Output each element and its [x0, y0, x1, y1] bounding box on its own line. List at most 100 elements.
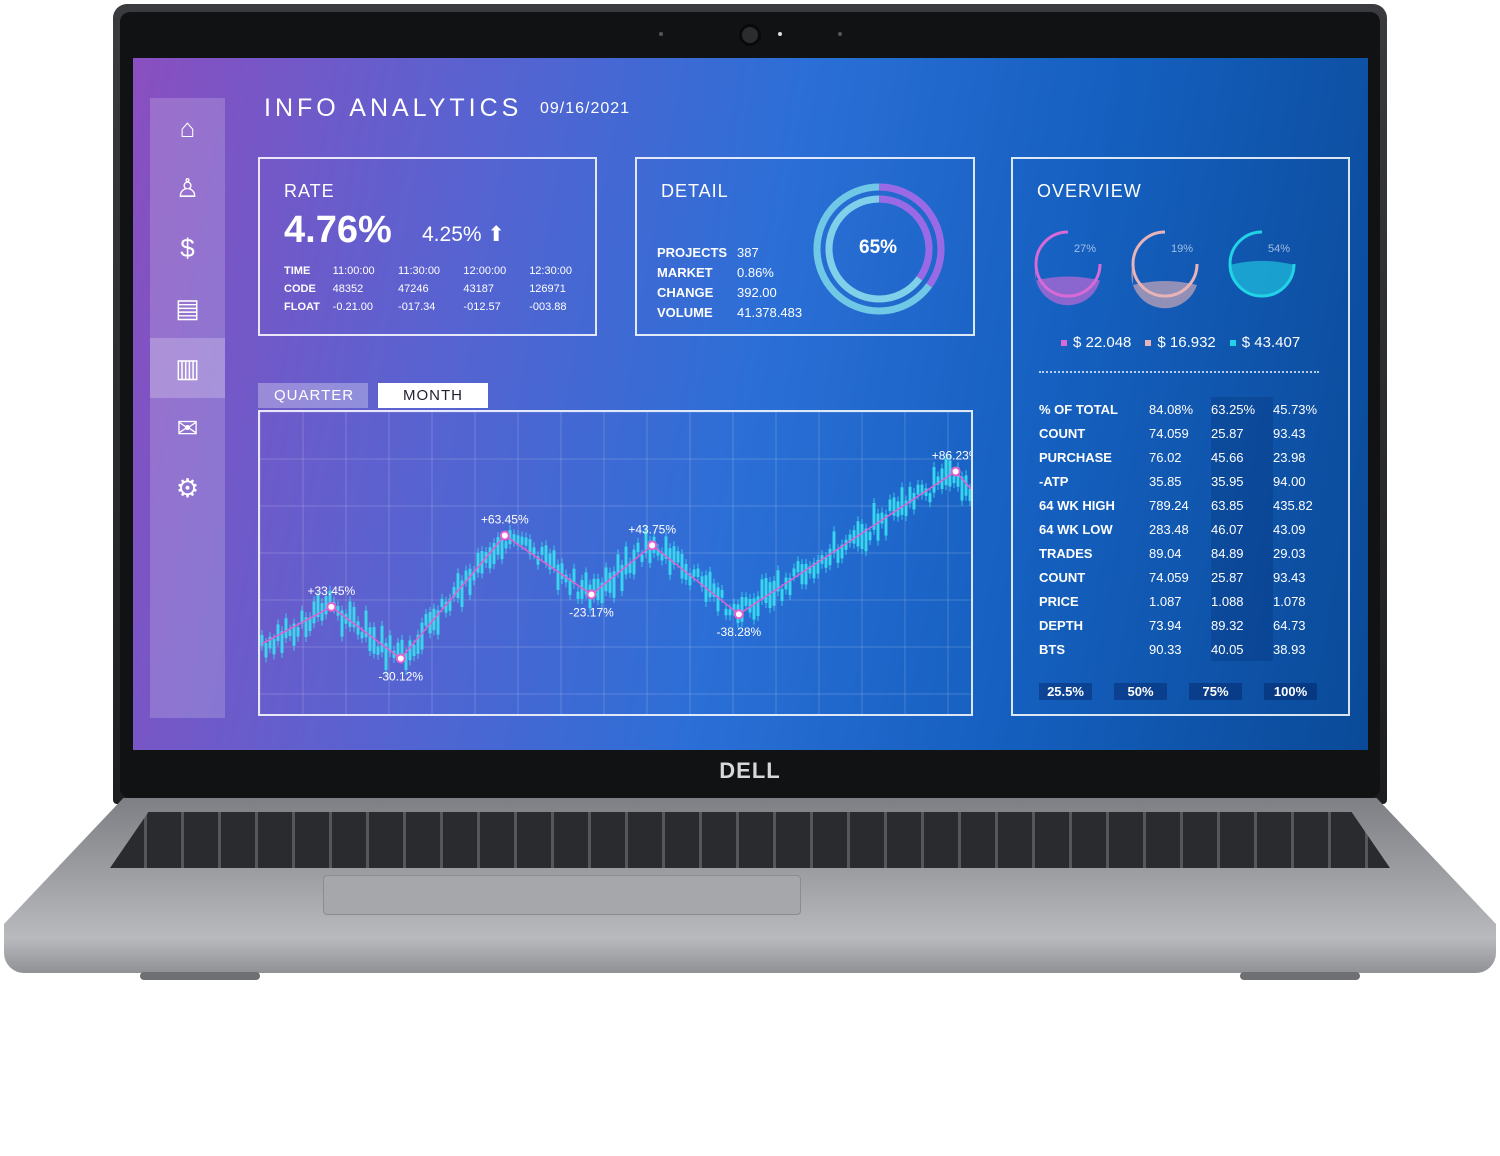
- candle: [436, 610, 440, 635]
- candle: [824, 556, 828, 568]
- candle: [404, 653, 408, 670]
- cell: 1.088: [1211, 589, 1273, 613]
- cell: 435.82: [1273, 497, 1313, 513]
- candle: [808, 566, 812, 574]
- user-icon[interactable]: ♙: [175, 172, 200, 203]
- candle: [560, 563, 564, 579]
- candle: [856, 521, 860, 547]
- candle: [776, 570, 780, 592]
- candle: [344, 613, 348, 624]
- bar-chart-icon[interactable]: ▥: [150, 338, 225, 398]
- table-row: DEPTH 73.94 89.32 64.73: [1039, 613, 1335, 637]
- candle: [800, 564, 804, 585]
- candle: [608, 572, 612, 593]
- candle: [892, 497, 896, 516]
- rate-table: TIME 11:00:00 11:30:00 12:00:00 12:30:00 COD…: [284, 262, 595, 316]
- home-icon[interactable]: ⌂: [179, 112, 196, 143]
- candle: [880, 512, 884, 524]
- cell: -ATP: [1039, 473, 1069, 489]
- candle: [372, 626, 376, 654]
- candle: [592, 578, 596, 598]
- tab-quarter[interactable]: QUARTER: [258, 383, 368, 408]
- sidebar: ⌂ ♙ $ ▤ ▥ ✉ ⚙: [150, 98, 225, 718]
- gear-icon[interactable]: ⚙: [175, 472, 200, 503]
- cell: 25.87: [1211, 565, 1273, 589]
- candle: [648, 540, 652, 564]
- candle: [388, 635, 392, 653]
- cell: -017.34: [398, 301, 436, 313]
- candle: [564, 574, 568, 583]
- candle: [620, 564, 624, 592]
- data-point: [326, 601, 337, 612]
- dell-logo: DELL: [719, 758, 781, 783]
- cell: % OF TOTAL: [1039, 401, 1118, 417]
- invoice-icon[interactable]: $: [180, 232, 195, 263]
- candle: [852, 530, 856, 544]
- table-row: TRADES 89.04 84.89 29.03: [1039, 541, 1335, 565]
- candle: [524, 537, 528, 546]
- legend-item: $ 16.932: [1145, 334, 1216, 351]
- candle: [268, 636, 272, 649]
- candle: [340, 610, 344, 637]
- candle: [872, 502, 876, 530]
- cell: 63.25%: [1211, 397, 1273, 421]
- candle: [932, 467, 936, 493]
- rate-change-value: 4.25%: [422, 223, 482, 246]
- donut-percent: 65%: [859, 237, 898, 258]
- label: VOLUME: [657, 305, 713, 320]
- cell: 11:00:00: [332, 265, 375, 277]
- candle: [752, 598, 756, 620]
- data-label: -30.12%: [378, 669, 423, 683]
- candle: [520, 536, 524, 545]
- candle: [724, 608, 728, 616]
- candle: [316, 594, 320, 618]
- candle: [352, 606, 356, 628]
- cell: TIME: [284, 265, 311, 277]
- candle: [548, 553, 552, 570]
- candle: [468, 568, 472, 595]
- candle: [900, 487, 904, 515]
- candle: [656, 548, 660, 556]
- candle: [584, 572, 588, 595]
- candle: [496, 537, 500, 555]
- candle: [276, 624, 280, 642]
- cell: 74.059: [1149, 569, 1189, 585]
- candle: [312, 601, 316, 624]
- mail-icon[interactable]: ✉: [176, 412, 199, 443]
- cell: COUNT: [1039, 569, 1086, 585]
- clipboard-icon[interactable]: ▤: [175, 292, 200, 323]
- candle: [456, 573, 460, 599]
- gauge-fill: [1131, 264, 1197, 309]
- candle: [956, 467, 960, 487]
- candle: [792, 568, 796, 577]
- candle: [832, 531, 836, 554]
- cell: 38.93: [1273, 641, 1306, 657]
- candle: [304, 617, 308, 637]
- data-point: [395, 653, 406, 664]
- cell: 29.03: [1273, 545, 1306, 561]
- tab-month[interactable]: MONTH: [378, 383, 488, 408]
- candle: [396, 642, 400, 658]
- candle: [640, 554, 644, 562]
- progress-donut: [813, 183, 945, 315]
- candle: [964, 475, 968, 496]
- table-row: PURCHASE 76.02 45.66 23.98: [1039, 445, 1335, 469]
- candle: [944, 458, 948, 486]
- data-label: +63.45%: [481, 512, 529, 526]
- candle: [664, 536, 668, 559]
- data-label: +86.23%: [932, 449, 973, 463]
- candle: [712, 583, 716, 597]
- label: MARKET: [657, 265, 713, 280]
- cell: CODE: [284, 283, 316, 295]
- rate-change: 4.25% ⬆: [422, 222, 505, 247]
- page-title: INFO ANALYTICS: [264, 94, 523, 122]
- gauge-fill: [1034, 264, 1100, 306]
- detail-heading: DETAIL: [661, 181, 729, 201]
- sensor: [778, 32, 782, 36]
- candle: [780, 588, 784, 602]
- gauge-fill: [1229, 260, 1294, 297]
- candle: [968, 488, 971, 501]
- candle: [572, 568, 576, 584]
- candle: [840, 544, 844, 559]
- scale-label: 50%: [1114, 683, 1167, 700]
